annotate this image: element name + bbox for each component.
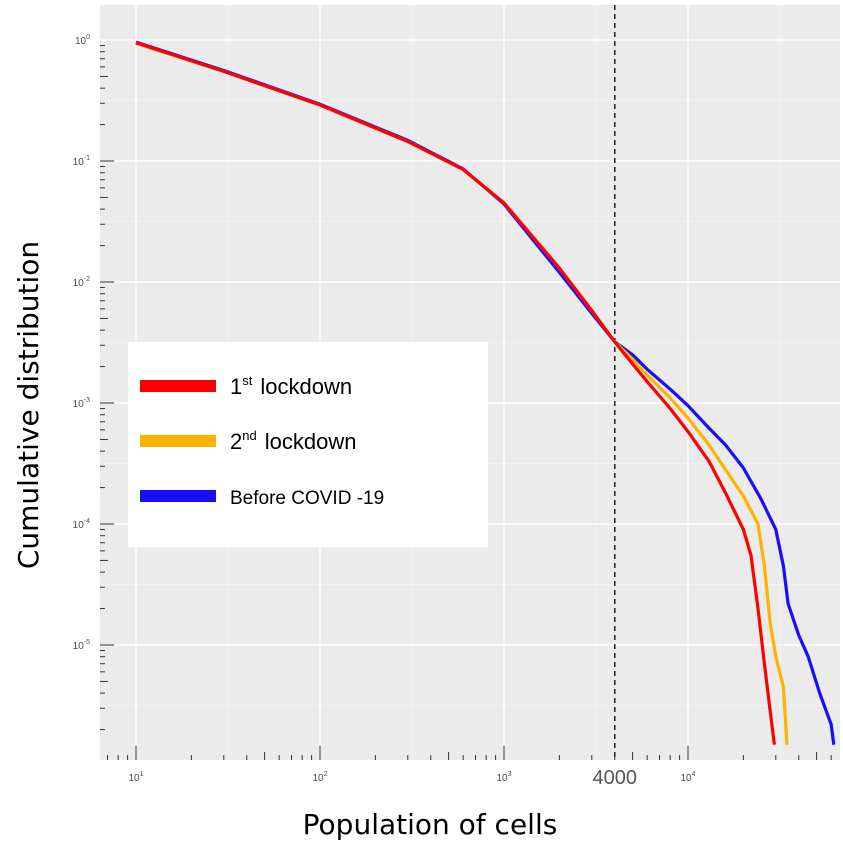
- y-tick-label: 100: [75, 34, 90, 47]
- x-axis-title: Population of cells: [303, 808, 558, 841]
- legend-label-1: 1st lockdown: [230, 373, 352, 399]
- y-axis-title: Cumulative distribution: [12, 241, 45, 569]
- legend-swatch-2: [140, 435, 216, 447]
- tick-marks: [100, 45, 832, 760]
- reference-label-4000: 4000: [593, 767, 638, 789]
- y-tick-label: 10-2: [73, 276, 90, 289]
- series-line-1: [135, 41, 776, 745]
- tick-labels: 101 102 103 104 100 10-1 10-2 10-3 10-4 10-5 4000: [73, 34, 696, 789]
- x-tick-label: 103: [496, 771, 511, 784]
- legend-swatch-1: [140, 380, 216, 392]
- x-tick-label: 101: [128, 771, 143, 784]
- y-tick-label: 10-3: [73, 397, 90, 410]
- series-group: [135, 40, 836, 745]
- legend-label-3: Before COVID -19: [230, 488, 384, 509]
- y-tick-label: 10-5: [73, 639, 90, 652]
- y-tick-label: 10-4: [73, 518, 90, 531]
- legend-label-2: 2nd lockdown: [230, 428, 356, 454]
- y-tick-label: 10-1: [73, 155, 90, 168]
- legend-swatch-3: [140, 490, 216, 502]
- x-tick-label: 102: [312, 771, 327, 784]
- legend: 1st lockdown 2nd lockdown Before COVID -19: [128, 342, 488, 547]
- x-tick-label: 104: [680, 771, 695, 784]
